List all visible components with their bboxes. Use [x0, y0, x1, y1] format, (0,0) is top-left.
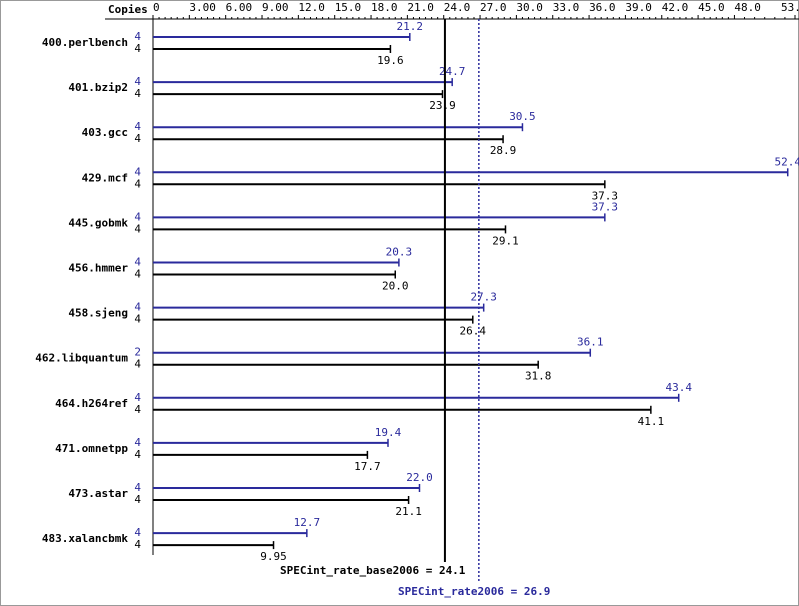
copies-label: 4 — [134, 132, 141, 145]
value-label: 37.3 — [592, 200, 619, 213]
copies-header: Copies — [108, 3, 148, 16]
x-tick-label: 30.0 — [516, 1, 543, 14]
value-label: 24.7 — [439, 65, 466, 78]
category-label: 462.libquantum — [35, 352, 128, 365]
value-label: 22.0 — [406, 471, 433, 484]
copies-label: 4 — [134, 391, 141, 404]
copies-label: 4 — [134, 403, 141, 416]
copies-label: 4 — [134, 177, 141, 190]
copies-label: 4 — [134, 30, 141, 43]
x-tick-label: 9.00 — [262, 1, 289, 14]
value-label: 17.7 — [354, 460, 381, 473]
value-label: 43.4 — [665, 381, 692, 394]
copies-label: 4 — [134, 301, 141, 314]
x-tick-label: 36.0 — [589, 1, 616, 14]
copies-label: 4 — [134, 87, 141, 100]
category-label: 403.gcc — [82, 126, 128, 139]
category-label: 429.mcf — [82, 171, 128, 184]
value-label: 41.1 — [638, 415, 665, 428]
copies-label: 4 — [134, 526, 141, 539]
value-label: 20.3 — [386, 246, 413, 259]
value-label: 21.1 — [395, 505, 422, 518]
copies-label: 4 — [134, 436, 141, 449]
x-tick-label: 3.00 — [189, 1, 216, 14]
x-tick-label: 18.0 — [371, 1, 398, 14]
value-label: 20.0 — [382, 280, 409, 293]
x-tick-label: 6.00 — [226, 1, 253, 14]
value-label: 52.4 — [774, 155, 799, 168]
copies-label: 4 — [134, 256, 141, 269]
x-tick-label: 0 — [153, 1, 160, 14]
value-label: 30.5 — [509, 110, 536, 123]
category-label: 464.h264ref — [55, 397, 128, 410]
value-label: 19.4 — [375, 426, 402, 439]
value-label: 21.2 — [397, 20, 424, 33]
value-label: 29.1 — [492, 234, 519, 247]
category-label: 456.hmmer — [68, 262, 128, 275]
copies-label: 4 — [134, 448, 141, 461]
copies-label: 2 — [134, 346, 141, 359]
reference-label: SPECint_rate2006 = 26.9 — [398, 585, 550, 598]
copies-label: 4 — [134, 268, 141, 281]
value-label: 28.9 — [490, 144, 517, 157]
value-label: 37.3 — [592, 189, 619, 202]
value-label: 36.1 — [577, 336, 604, 349]
value-label: 31.8 — [525, 370, 552, 383]
category-label: 400.perlbench — [42, 36, 128, 49]
x-tick-label: 48.0 — [734, 1, 761, 14]
x-tick-label: 24.0 — [444, 1, 471, 14]
category-label: 471.omnetpp — [55, 442, 128, 455]
category-label: 483.xalancbmk — [42, 532, 128, 545]
category-label: 473.astar — [68, 487, 128, 500]
value-label: 12.7 — [294, 516, 321, 529]
copies-label: 4 — [134, 481, 141, 494]
copies-label: 4 — [134, 493, 141, 506]
copies-label: 4 — [134, 222, 141, 235]
category-label: 401.bzip2 — [68, 81, 128, 94]
copies-label: 4 — [134, 75, 141, 88]
x-tick-label: 21.0 — [407, 1, 434, 14]
value-label: 9.95 — [260, 550, 287, 563]
value-label: 26.4 — [460, 325, 487, 338]
copies-label: 4 — [134, 120, 141, 133]
x-tick-label: 53.0 — [781, 1, 799, 14]
category-label: 458.sjeng — [68, 307, 128, 320]
value-label: 27.3 — [470, 291, 497, 304]
x-tick-label: 27.0 — [480, 1, 507, 14]
copies-label: 4 — [134, 358, 141, 371]
category-label: 445.gobmk — [68, 216, 128, 229]
x-tick-label: 45.0 — [698, 1, 725, 14]
copies-label: 4 — [134, 210, 141, 223]
x-tick-label: 42.0 — [662, 1, 689, 14]
x-tick-label: 33.0 — [553, 1, 580, 14]
value-label: 19.6 — [377, 54, 404, 67]
copies-label: 4 — [134, 313, 141, 326]
reference-label: SPECint_rate_base2006 = 24.1 — [280, 564, 466, 577]
copies-label: 4 — [134, 165, 141, 178]
copies-label: 4 — [134, 42, 141, 55]
value-label: 23.9 — [429, 99, 456, 112]
x-tick-label: 12.0 — [298, 1, 325, 14]
x-tick-label: 15.0 — [335, 1, 362, 14]
x-tick-label: 39.0 — [625, 1, 652, 14]
copies-label: 4 — [134, 538, 141, 551]
